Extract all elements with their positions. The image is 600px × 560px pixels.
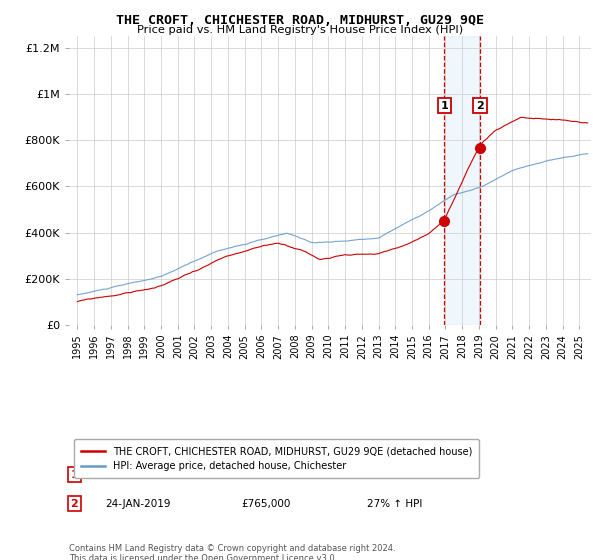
Text: 07-DEC-2016: 07-DEC-2016 [106, 470, 175, 480]
Text: 1: 1 [440, 101, 448, 111]
Text: £765,000: £765,000 [241, 498, 290, 508]
Legend: THE CROFT, CHICHESTER ROAD, MIDHURST, GU29 9QE (detached house), HPI: Average pr: THE CROFT, CHICHESTER ROAD, MIDHURST, GU… [74, 439, 479, 478]
Text: 18% ↓ HPI: 18% ↓ HPI [367, 470, 422, 480]
Text: 24-JAN-2019: 24-JAN-2019 [106, 498, 171, 508]
Text: 2: 2 [70, 498, 78, 508]
Text: 1: 1 [70, 470, 78, 480]
Text: Price paid vs. HM Land Registry's House Price Index (HPI): Price paid vs. HM Land Registry's House … [137, 25, 463, 35]
Text: £450,000: £450,000 [241, 470, 290, 480]
Text: Contains HM Land Registry data © Crown copyright and database right 2024.
This d: Contains HM Land Registry data © Crown c… [69, 544, 395, 560]
Text: 2: 2 [476, 101, 484, 111]
Text: THE CROFT, CHICHESTER ROAD, MIDHURST, GU29 9QE: THE CROFT, CHICHESTER ROAD, MIDHURST, GU… [116, 14, 484, 27]
Text: 27% ↑ HPI: 27% ↑ HPI [367, 498, 422, 508]
Bar [444, 36, 480, 325]
